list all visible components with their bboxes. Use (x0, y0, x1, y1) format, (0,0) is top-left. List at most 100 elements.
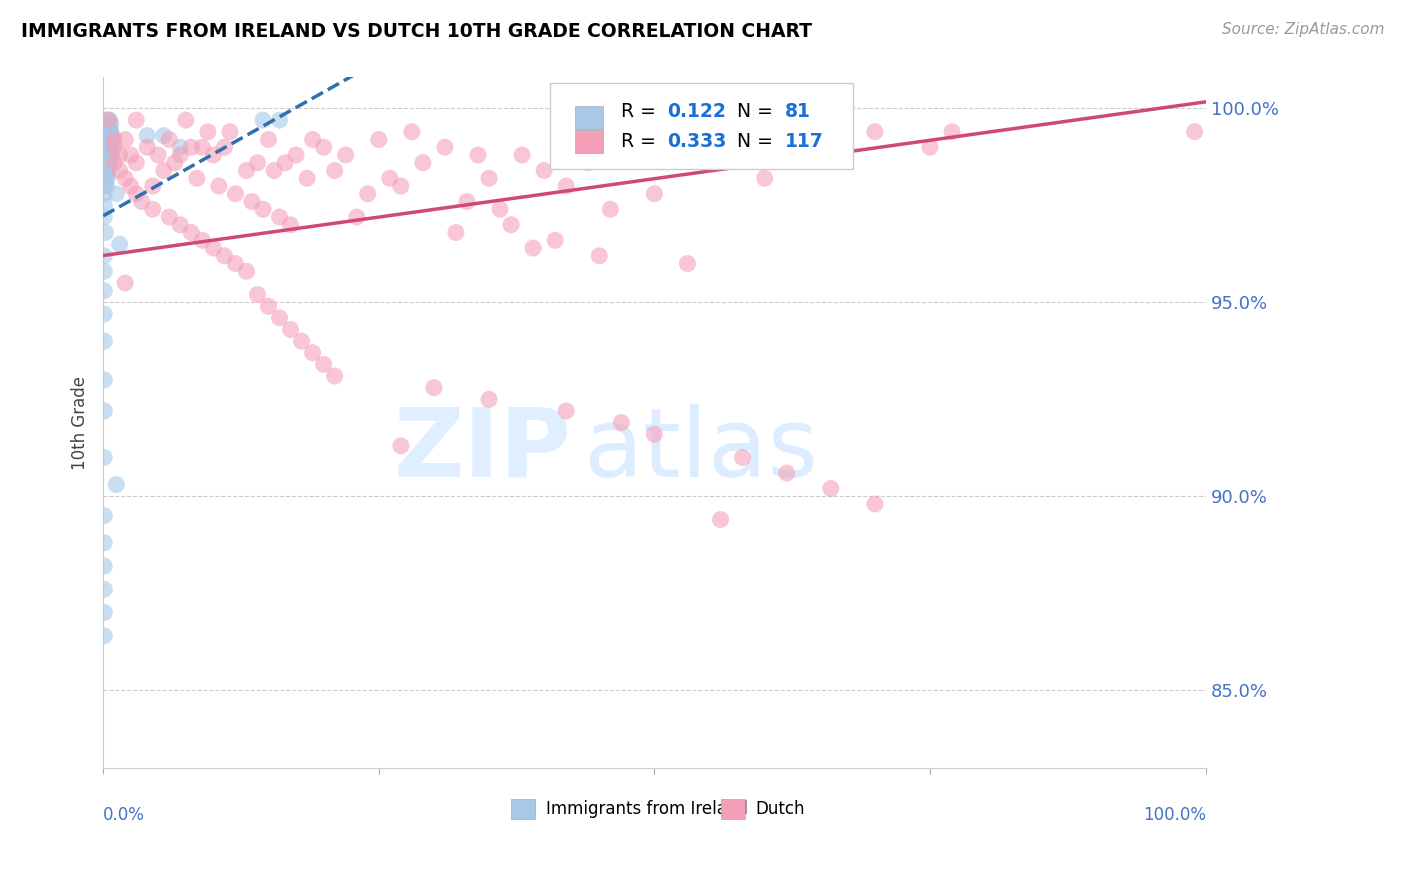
Point (94, 132, 117, 146)
Point (93, 334, 115, 348)
Point (274, 155, 297, 169)
Point (346, 210, 368, 224)
Point (97, 144, 120, 158)
Text: 0.333: 0.333 (668, 132, 727, 151)
Point (699, 125, 721, 139)
Point (252, 113, 274, 128)
Point (301, 132, 323, 146)
Point (941, 125, 963, 139)
Point (544, 233, 567, 247)
Point (125, 186, 148, 201)
Point (93, 186, 115, 201)
Point (94, 113, 117, 128)
Point (114, 276, 136, 290)
Point (478, 392, 501, 407)
Point (142, 202, 165, 217)
Point (576, 155, 599, 169)
Point (169, 140, 191, 154)
Point (108, 148, 131, 162)
Bar (510, 798, 536, 820)
Point (257, 132, 280, 146)
Point (96, 140, 118, 154)
Point (257, 299, 280, 313)
Point (96, 152, 118, 166)
Point (103, 155, 125, 169)
Point (169, 218, 191, 232)
Point (863, 497, 886, 511)
Point (246, 287, 269, 301)
Point (93, 168, 115, 182)
Point (263, 163, 285, 178)
Point (96, 168, 118, 182)
Point (499, 218, 522, 232)
Point (98, 155, 121, 169)
Point (489, 202, 512, 217)
Point (676, 256, 699, 270)
Text: R =: R = (621, 103, 662, 121)
Point (142, 179, 165, 194)
Point (301, 345, 323, 359)
Point (103, 132, 125, 146)
Point (191, 140, 214, 154)
Point (754, 171, 776, 186)
Point (555, 404, 578, 418)
Point (235, 264, 257, 278)
Point (555, 179, 578, 194)
Point (214, 140, 236, 154)
Bar (575, 130, 603, 153)
Point (94, 120, 117, 135)
Point (93, 629, 115, 643)
Text: R =: R = (621, 132, 662, 151)
Point (98, 148, 121, 162)
Point (93, 179, 115, 194)
Point (101, 128, 124, 143)
Point (610, 416, 633, 430)
Point (114, 171, 136, 186)
Point (96, 148, 118, 162)
Point (100, 117, 122, 131)
Point (97, 140, 120, 154)
Point (98, 113, 121, 128)
Point (378, 171, 401, 186)
Point (918, 140, 941, 154)
Point (643, 427, 665, 442)
Point (96, 117, 118, 131)
Point (93, 373, 115, 387)
Point (101, 148, 124, 162)
Point (108, 237, 131, 252)
Point (93, 404, 115, 418)
Point (389, 179, 412, 194)
Point (820, 482, 842, 496)
Point (224, 256, 246, 270)
Text: atlas: atlas (582, 404, 818, 497)
Point (389, 439, 412, 453)
Point (96, 120, 118, 135)
Point (219, 125, 242, 139)
Point (93, 307, 115, 321)
Point (152, 128, 174, 143)
Point (510, 148, 533, 162)
Point (93, 152, 115, 166)
Point (214, 249, 236, 263)
Point (357, 186, 380, 201)
Point (191, 233, 214, 247)
Point (169, 148, 191, 162)
Point (96, 171, 118, 186)
Point (94, 155, 117, 169)
Point (105, 186, 128, 201)
Point (269, 113, 291, 128)
Point (599, 202, 621, 217)
Text: 100.0%: 100.0% (1143, 805, 1206, 823)
Point (101, 136, 124, 151)
Point (93, 160, 115, 174)
Point (709, 512, 731, 526)
Point (157, 132, 180, 146)
Point (96, 155, 118, 169)
Point (97, 152, 120, 166)
Point (93, 264, 115, 278)
Point (120, 148, 142, 162)
Point (285, 148, 308, 162)
Point (643, 186, 665, 201)
Point (456, 194, 478, 209)
Point (1184, 125, 1206, 139)
